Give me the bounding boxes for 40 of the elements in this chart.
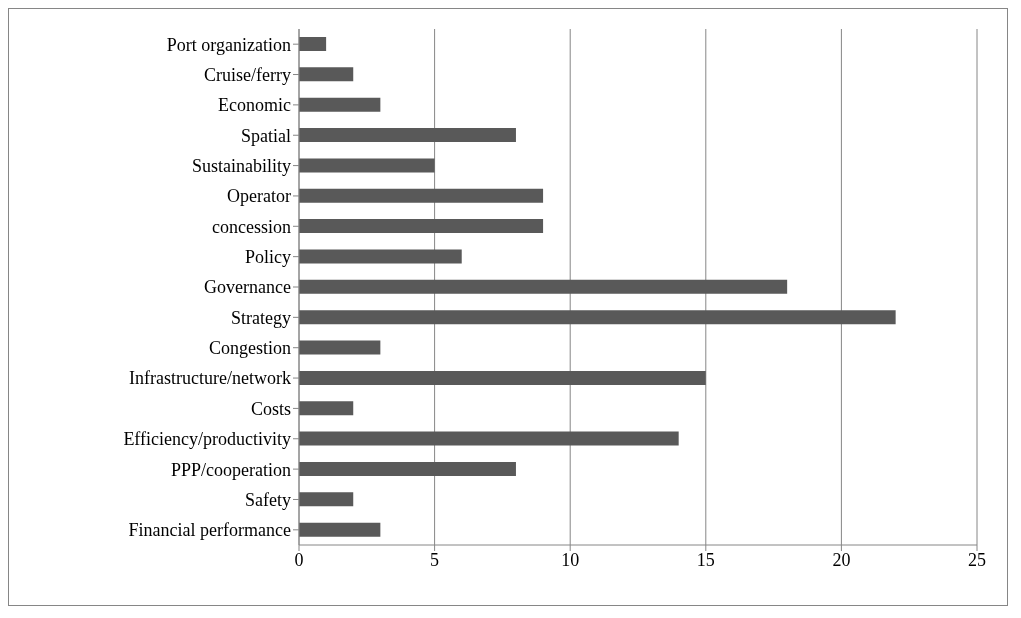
y-tick-label: Efficiency/productivity xyxy=(123,429,291,450)
y-tick-label: Infrastructure/network xyxy=(129,368,291,389)
bar xyxy=(299,310,896,325)
bar xyxy=(299,37,327,51)
x-tick-label: 15 xyxy=(696,549,715,570)
bar xyxy=(299,249,462,264)
bar xyxy=(299,492,354,507)
bar xyxy=(299,461,516,476)
bar xyxy=(299,97,381,112)
y-tick-label: Policy xyxy=(244,247,291,268)
bar xyxy=(299,431,679,446)
y-tick-label: Strategy xyxy=(231,307,291,328)
bar xyxy=(299,158,435,173)
y-tick-label: concession xyxy=(212,216,291,237)
x-tick-label: 20 xyxy=(832,549,851,570)
y-tick-label: Economic xyxy=(218,95,291,116)
bar xyxy=(299,279,788,294)
y-tick-label: Governance xyxy=(204,277,292,298)
bar xyxy=(299,340,381,355)
x-tick-label: 5 xyxy=(430,549,440,570)
x-tick-label: 0 xyxy=(294,549,304,570)
y-tick-label: PPP/cooperation xyxy=(171,459,291,480)
bar xyxy=(299,401,354,416)
y-tick-label: Safety xyxy=(245,489,291,510)
bar xyxy=(299,128,516,143)
x-tick-label: 10 xyxy=(561,549,580,570)
y-tick-label: Financial performance xyxy=(128,520,292,541)
bar xyxy=(299,188,544,203)
y-tick-label: Cruise/ferry xyxy=(204,64,291,85)
y-tick-label: Operator xyxy=(227,186,291,207)
bar xyxy=(299,67,354,82)
x-tick-label: 25 xyxy=(968,549,986,570)
y-tick-label: Spatial xyxy=(241,125,291,146)
y-tick-label: Costs xyxy=(250,398,291,419)
y-tick-label: Congestion xyxy=(208,338,291,359)
bar xyxy=(299,522,381,537)
bar xyxy=(299,370,706,385)
y-tick-label: Sustainability xyxy=(192,155,291,176)
bar xyxy=(299,219,544,234)
y-tick-label: Port organization xyxy=(166,34,291,55)
